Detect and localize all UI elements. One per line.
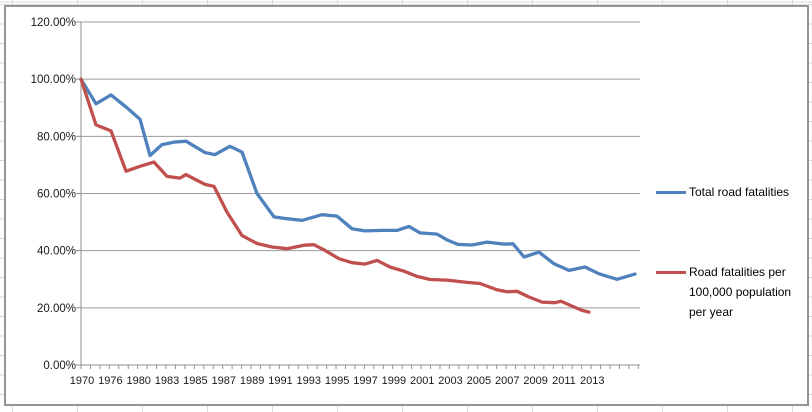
x-axis-label: 1999 xyxy=(382,375,406,387)
legend-line-swatch-blue xyxy=(656,191,686,194)
legend-item-total-road-fatalities[interactable]: Total road fatalities xyxy=(656,182,807,202)
x-axis-label: 1970 xyxy=(70,375,94,387)
y-axis-label: 20.00% xyxy=(37,303,76,315)
y-axis-label: 100.00% xyxy=(31,74,76,86)
x-axis-label: 2013 xyxy=(580,375,604,387)
x-axis-label: 2001 xyxy=(410,375,434,387)
x-axis-label: 1997 xyxy=(353,375,377,387)
x-axis-label: 2005 xyxy=(467,375,491,387)
series-line-per-100000-population[interactable] xyxy=(79,77,591,314)
plot: 120.00% 100.00% 80.00% 60.00% 40.00% 20.00% 0.… xyxy=(31,17,640,387)
y-axis-label: 80.00% xyxy=(37,131,76,143)
series-line-total-road-fatalities[interactable] xyxy=(79,77,637,281)
x-axis-label: 2011 xyxy=(552,375,576,387)
legend-label: Road fatalities per 100,000 population p… xyxy=(689,265,792,319)
x-axis-label: 2009 xyxy=(523,375,547,387)
y-axis-label: 120.00% xyxy=(31,17,76,29)
y-axis-label: 60.00% xyxy=(37,189,76,201)
x-axis-label: 1985 xyxy=(183,375,207,387)
x-axis-label: 2003 xyxy=(438,375,462,387)
y-axis-label: 0.00% xyxy=(43,360,76,372)
x-axis-label: 1993 xyxy=(297,375,321,387)
legend-line-swatch-red xyxy=(656,271,686,274)
x-axis-label: 1983 xyxy=(155,375,179,387)
legend-label: Total road fatalities xyxy=(689,185,790,199)
x-axis-label: 1995 xyxy=(325,375,349,387)
x-axis-label: 1989 xyxy=(240,375,264,387)
x-axis-label: 2007 xyxy=(495,375,519,387)
x-axis-label: 1976 xyxy=(98,375,122,387)
chart-area[interactable]: 120.00% 100.00% 80.00% 60.00% 40.00% 20.00% 0.… xyxy=(4,5,809,406)
x-axis-label: 1980 xyxy=(126,375,150,387)
legend-item-road-fatalities-per-100000[interactable]: Road fatalities per 100,000 population p… xyxy=(656,262,807,322)
y-axis-label: 40.00% xyxy=(37,246,76,258)
x-axis-label: 1991 xyxy=(268,375,292,387)
x-axis-label: 1987 xyxy=(212,375,236,387)
